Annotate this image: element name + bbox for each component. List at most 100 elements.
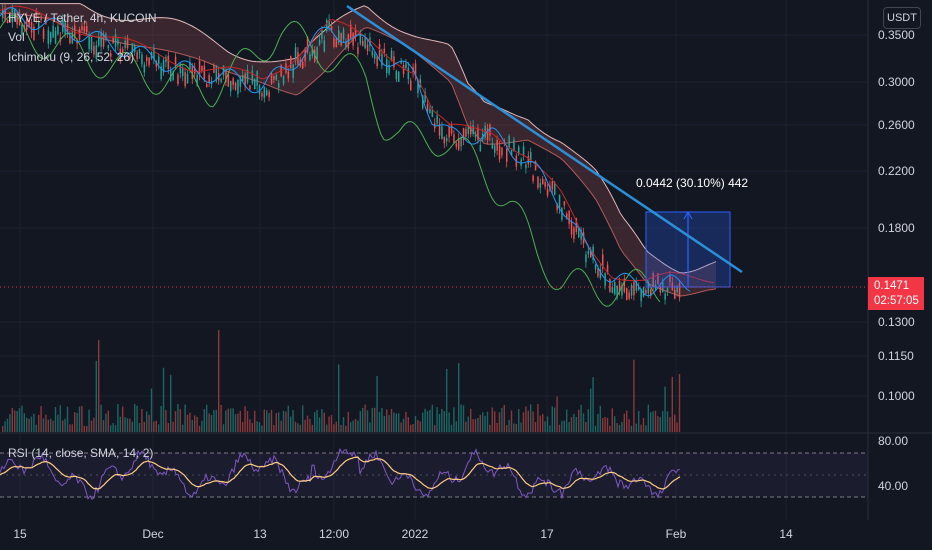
candle-body: [650, 289, 652, 296]
volume-bar: [11, 408, 13, 432]
volume-bar: [117, 404, 119, 432]
volume-bar: [54, 407, 57, 432]
volume-bar: [62, 420, 64, 432]
candle-body: [544, 182, 546, 187]
currency-button[interactable]: USDT: [883, 7, 921, 29]
candle-body: [100, 32, 102, 47]
volume-bar: [630, 425, 633, 432]
candle-body: [501, 147, 503, 156]
volume-bar: [69, 424, 71, 432]
candle-body: [542, 178, 544, 185]
volume-bar: [650, 412, 652, 432]
volume-bar: [621, 421, 623, 432]
volume-bar: [522, 412, 525, 432]
candle-body: [258, 85, 261, 94]
volume-bar: [330, 415, 333, 432]
last-price-value: 0.1471: [874, 280, 910, 292]
volume-bar: [246, 410, 249, 432]
candle-body: [510, 150, 513, 156]
volume-bar: [18, 408, 21, 432]
candle-body: [95, 44, 98, 59]
candle-body: [498, 145, 501, 160]
volume-bar: [35, 424, 37, 432]
volume-bar: [64, 418, 66, 432]
ichimoku-cloud: [0, 3, 717, 297]
candle-body: [616, 286, 618, 298]
candle-body: [522, 146, 525, 156]
volume-bar: [143, 421, 145, 432]
candle-body: [6, 19, 9, 24]
candle-body: [321, 30, 323, 39]
candle-body: [107, 45, 110, 49]
volume-bar: [604, 416, 606, 432]
candle-body: [155, 61, 158, 67]
volume-bar: [338, 364, 340, 432]
candle-body: [537, 176, 539, 188]
price-tick-label: 0.1000: [878, 389, 915, 403]
candle-body: [359, 33, 362, 44]
volume-bar: [410, 424, 412, 432]
volume-bar: [438, 413, 441, 432]
candle-body: [578, 228, 580, 238]
price-tick-label: 0.3000: [878, 75, 915, 89]
volume-bar: [306, 415, 309, 432]
volume-bar: [126, 418, 129, 432]
volume-bar: [578, 409, 580, 432]
candle-body: [388, 65, 390, 74]
volume-bar: [602, 418, 604, 432]
time-tick-label: 13: [253, 527, 267, 541]
candle-body: [352, 33, 354, 46]
volume-bar: [434, 425, 436, 432]
candle-body: [14, 9, 16, 19]
volume-bar: [40, 406, 42, 432]
candle-body: [203, 65, 206, 80]
candle-body: [666, 288, 669, 292]
volume-bar: [316, 409, 318, 432]
volume-bar: [462, 405, 465, 432]
candle-body: [275, 74, 278, 80]
volume-bar: [26, 417, 28, 432]
candle-body: [222, 65, 225, 76]
candle-body: [302, 62, 304, 69]
ichimoku-legend[interactable]: Ichimoku (9, 26, 52, 26): [8, 50, 135, 64]
volume-bar: [328, 416, 330, 432]
candle-body: [246, 69, 249, 83]
symbol-legend[interactable]: HYVE / Tether, 4h, KUCOIN: [8, 11, 157, 25]
volume-bar: [402, 418, 405, 432]
price-tick-label: 0.2200: [878, 164, 915, 178]
volume-bar: [340, 425, 342, 432]
price-candles: [2, 2, 681, 308]
candle-body: [458, 137, 460, 150]
rsi-tick-label: 40.00: [878, 479, 908, 493]
trendline[interactable]: [346, 4, 743, 274]
volume-bar: [273, 425, 275, 432]
volume-bar: [638, 411, 640, 432]
volume-legend[interactable]: Vol: [8, 30, 25, 44]
volume-bar: [189, 412, 191, 432]
candle-body: [81, 25, 83, 31]
last-price-tag: 0.1471 02:57:05: [868, 277, 924, 310]
rsi-legend[interactable]: RSI (14, close, SMA, 14, 2): [8, 446, 154, 460]
volume-bar: [446, 368, 448, 432]
candle-body: [647, 283, 650, 294]
candle-body: [566, 213, 568, 218]
volume-bar: [671, 376, 673, 432]
candle-body: [342, 29, 345, 40]
volume-bar: [90, 420, 93, 432]
volume-bar: [146, 411, 148, 432]
volume-bar: [78, 406, 81, 432]
volume-bar: [611, 408, 613, 432]
volume-bar: [645, 425, 647, 432]
candle-body: [26, 17, 28, 31]
volume-bar: [251, 423, 253, 432]
price-tick-label: 0.2600: [878, 118, 915, 132]
candle-body: [402, 65, 405, 74]
volume-bar: [398, 413, 400, 432]
volume-bar: [568, 422, 570, 432]
volume-bar: [74, 412, 76, 432]
volume-bar: [198, 425, 201, 432]
lagging-span: [0, 14, 661, 307]
candle-body: [93, 46, 95, 55]
candle-body: [362, 40, 364, 46]
